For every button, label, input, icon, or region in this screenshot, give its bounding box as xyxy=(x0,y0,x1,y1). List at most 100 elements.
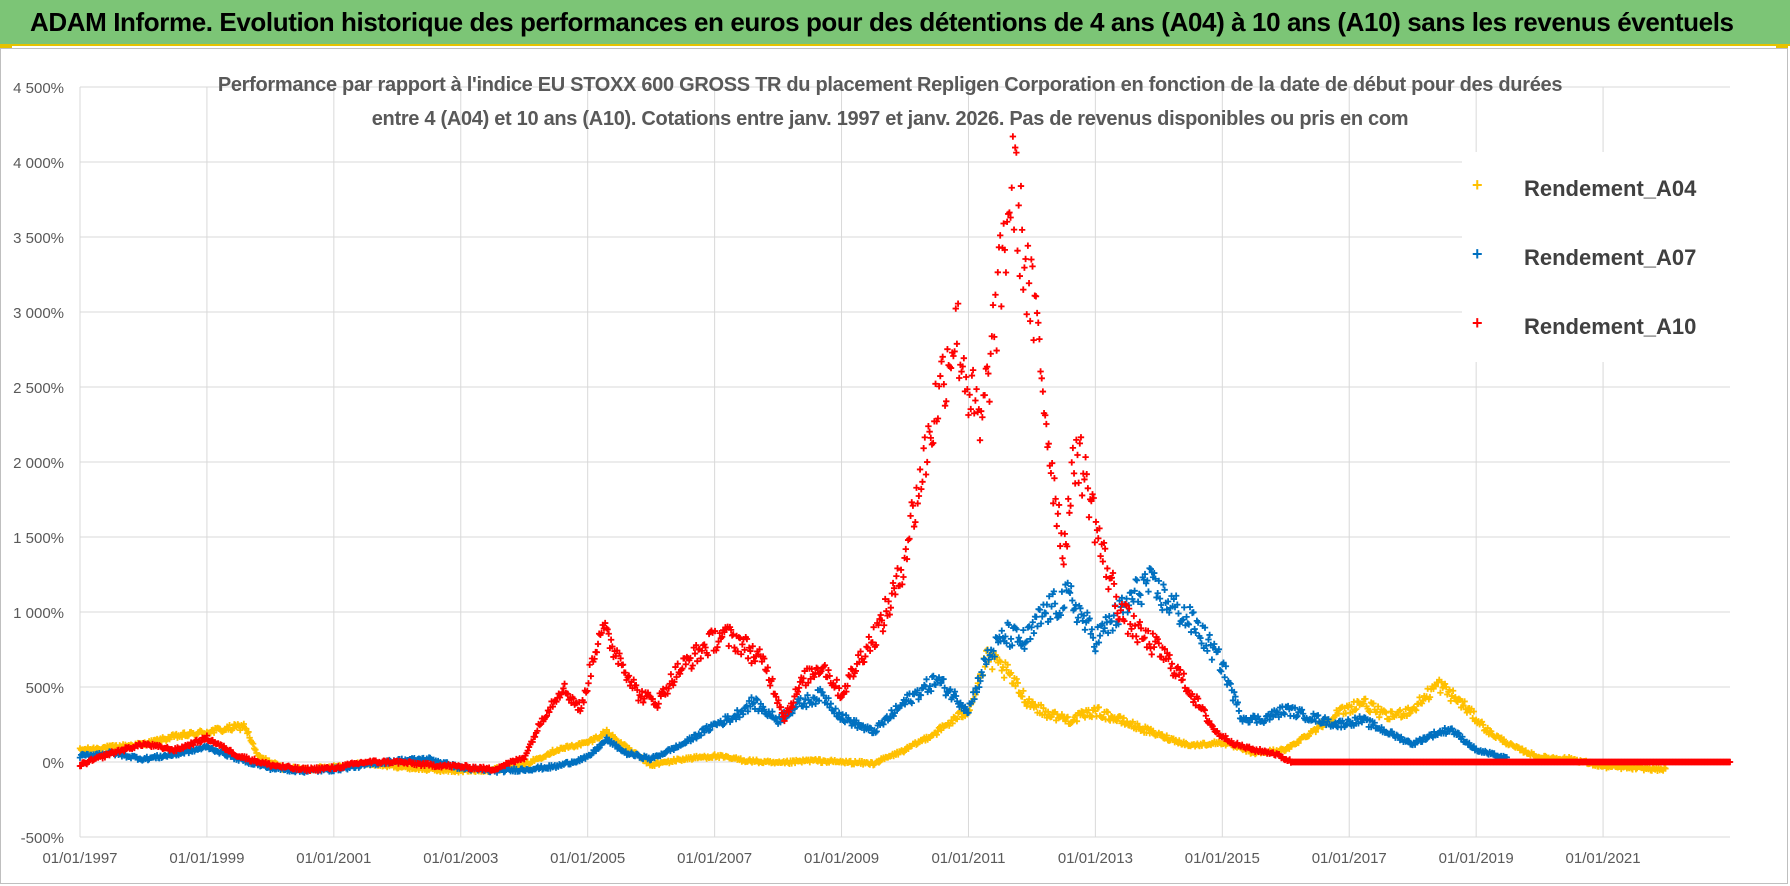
point-Rendement_A10 xyxy=(998,303,1005,310)
x-tick-label: 01/01/2003 xyxy=(423,850,498,867)
point-Rendement_A10 xyxy=(782,712,789,720)
x-tick-label: 01/01/1997 xyxy=(42,850,117,867)
point-Rendement_A10 xyxy=(637,693,645,700)
point-Rendement_A10 xyxy=(1194,695,1202,702)
point-Rendement_A04 xyxy=(1037,701,1045,709)
point-Rendement_A10 xyxy=(730,631,737,638)
y-tick-label: 1 500% xyxy=(13,530,64,547)
point-Rendement_A10 xyxy=(1228,737,1235,745)
point-Rendement_A10 xyxy=(560,685,567,692)
point-Rendement_A10 xyxy=(1148,651,1155,658)
point-Rendement_A07 xyxy=(1231,688,1238,696)
point-Rendement_A07 xyxy=(1094,623,1101,631)
point-Rendement_A07 xyxy=(1027,635,1034,643)
point-Rendement_A07 xyxy=(1057,611,1064,619)
point-Rendement_A07 xyxy=(1174,601,1181,608)
point-Rendement_A04 xyxy=(1376,713,1383,721)
point-Rendement_A10 xyxy=(862,653,869,660)
point-Rendement_A07 xyxy=(990,647,997,655)
point-Rendement_A10 xyxy=(913,484,920,491)
point-Rendement_A07 xyxy=(908,699,915,707)
point-Rendement_A10 xyxy=(977,407,985,415)
point-Rendement_A07 xyxy=(1298,706,1306,713)
point-Rendement_A07 xyxy=(1096,632,1104,639)
point-Rendement_A10 xyxy=(674,660,681,667)
point-Rendement_A10 xyxy=(916,466,924,473)
point-Rendement_A10 xyxy=(852,667,860,675)
point-Rendement_A07 xyxy=(1157,601,1165,609)
point-Rendement_A04 xyxy=(999,663,1007,671)
point-Rendement_A10 xyxy=(649,695,656,703)
point-Rendement_A04 xyxy=(1662,765,1669,772)
point-Rendement_A10 xyxy=(1125,605,1133,612)
point-Rendement_A10 xyxy=(907,512,914,520)
point-Rendement_A07 xyxy=(1160,581,1167,588)
point-Rendement_A10 xyxy=(956,374,963,382)
point-Rendement_A04 xyxy=(1104,709,1112,716)
point-Rendement_A07 xyxy=(744,708,752,715)
point-Rendement_A04 xyxy=(1000,674,1008,681)
point-Rendement_A10 xyxy=(667,671,675,678)
point-Rendement_A10 xyxy=(556,694,564,701)
point-Rendement_A10 xyxy=(1050,500,1057,507)
point-Rendement_A07 xyxy=(951,688,959,695)
report-banner: ADAM Informe. Evolution historique des p… xyxy=(0,0,1790,46)
point-Rendement_A07 xyxy=(1108,617,1115,625)
point-Rendement_A07 xyxy=(1054,614,1061,621)
point-Rendement_A10 xyxy=(1128,625,1135,633)
point-Rendement_A07 xyxy=(803,703,810,711)
y-tick-label: 4 000% xyxy=(13,155,64,172)
point-Rendement_A10 xyxy=(903,555,911,563)
point-Rendement_A07 xyxy=(915,696,922,703)
point-Rendement_A04 xyxy=(1064,713,1071,721)
point-Rendement_A04 xyxy=(1312,728,1319,736)
point-Rendement_A07 xyxy=(1136,590,1143,598)
point-Rendement_A10 xyxy=(1061,530,1069,538)
point-Rendement_A10 xyxy=(578,704,585,712)
point-Rendement_A10 xyxy=(747,647,754,655)
point-Rendement_A10 xyxy=(748,659,755,667)
point-Rendement_A10 xyxy=(934,415,942,422)
point-Rendement_A07 xyxy=(1132,576,1139,583)
point-Rendement_A10 xyxy=(941,402,949,409)
point-Rendement_A10 xyxy=(625,672,633,679)
point-Rendement_A07 xyxy=(1016,637,1024,645)
chart-title-line-1: Performance par rapport à l'indice EU ST… xyxy=(217,74,1563,96)
point-Rendement_A10 xyxy=(713,647,720,654)
point-Rendement_A04 xyxy=(989,666,996,673)
point-Rendement_A10 xyxy=(664,690,671,697)
point-Rendement_A10 xyxy=(954,300,962,307)
point-Rendement_A07 xyxy=(1222,663,1230,670)
point-Rendement_A07 xyxy=(739,711,747,718)
point-Rendement_A04 xyxy=(1438,678,1445,686)
point-Rendement_A04 xyxy=(1163,732,1170,739)
point-Rendement_A07 xyxy=(965,709,972,716)
point-Rendement_A07 xyxy=(1178,617,1186,624)
series-Rendement_A10-flat xyxy=(1288,758,1734,766)
point-Rendement_A10 xyxy=(1001,246,1009,254)
point-Rendement_A07 xyxy=(1086,615,1093,622)
point-Rendement_A07 xyxy=(1147,565,1154,573)
point-Rendement_A07 xyxy=(1234,699,1241,706)
point-Rendement_A07 xyxy=(1005,621,1012,629)
point-Rendement_A10 xyxy=(912,518,919,526)
point-Rendement_A07 xyxy=(1299,710,1307,717)
point-Rendement_A07 xyxy=(887,714,894,721)
point-Rendement_A10 xyxy=(524,747,531,754)
point-Rendement_A10 xyxy=(986,398,993,405)
point-Rendement_A07 xyxy=(1491,750,1498,757)
point-Rendement_A10 xyxy=(1035,319,1042,326)
point-Rendement_A10 xyxy=(669,682,677,689)
point-Rendement_A07 xyxy=(885,715,893,722)
point-Rendement_A07 xyxy=(1003,639,1010,647)
point-Rendement_A07 xyxy=(1102,614,1109,621)
point-Rendement_A10 xyxy=(983,363,991,370)
point-Rendement_A10 xyxy=(971,410,978,417)
point-Rendement_A10 xyxy=(813,664,820,672)
point-Rendement_A10 xyxy=(1085,514,1093,521)
point-Rendement_A10 xyxy=(865,633,873,641)
point-Rendement_A10 xyxy=(665,685,672,692)
point-Rendement_A10 xyxy=(630,676,637,683)
point-Rendement_A07 xyxy=(1015,634,1023,641)
point-Rendement_A07 xyxy=(923,676,930,683)
